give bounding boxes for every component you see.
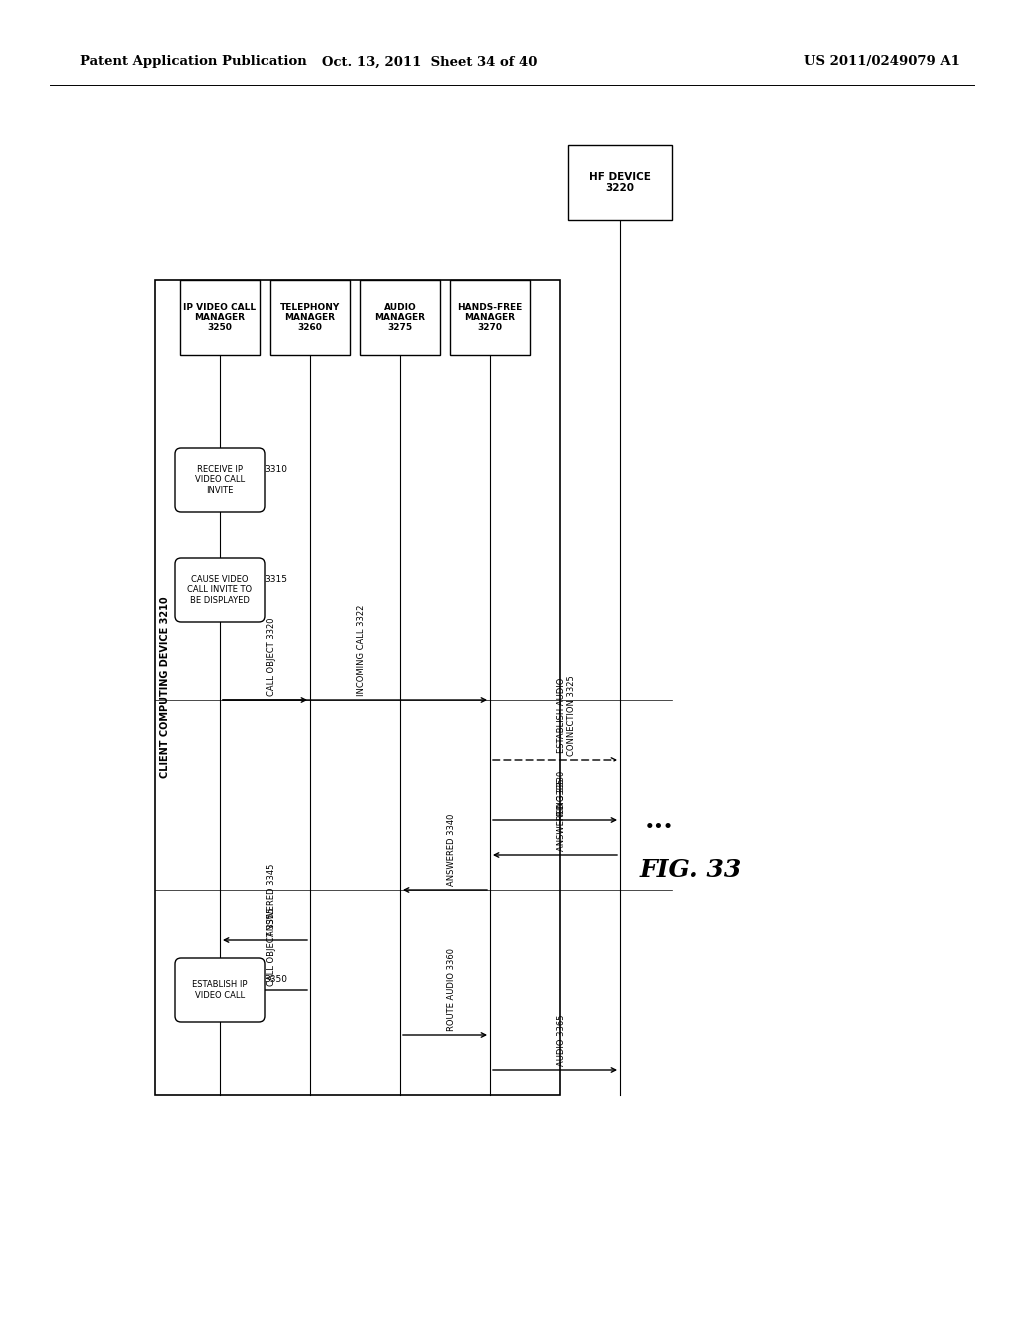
Text: 3310: 3310 bbox=[264, 466, 287, 474]
Text: IP VIDEO CALL
MANAGER
3250: IP VIDEO CALL MANAGER 3250 bbox=[183, 302, 257, 333]
Text: 3350: 3350 bbox=[264, 975, 287, 985]
Bar bbox=[568, 145, 672, 220]
Text: INCOMING CALL 3322: INCOMING CALL 3322 bbox=[357, 605, 366, 696]
Text: AUDIO 3365: AUDIO 3365 bbox=[557, 1015, 566, 1067]
Text: HANDS-FREE
MANAGER
3270: HANDS-FREE MANAGER 3270 bbox=[458, 302, 522, 333]
Text: AUDIO
MANAGER
3275: AUDIO MANAGER 3275 bbox=[375, 302, 426, 333]
FancyBboxPatch shape bbox=[175, 958, 265, 1022]
Bar bbox=[450, 280, 530, 355]
Text: TELEPHONY
MANAGER
3260: TELEPHONY MANAGER 3260 bbox=[280, 302, 340, 333]
Text: CAUSE VIDEO
CALL INVITE TO
BE DISPLAYED: CAUSE VIDEO CALL INVITE TO BE DISPLAYED bbox=[187, 576, 253, 605]
Text: Patent Application Publication: Patent Application Publication bbox=[80, 55, 307, 69]
Text: ANSWERED 3340: ANSWERED 3340 bbox=[447, 813, 456, 886]
Text: Oct. 13, 2011  Sheet 34 of 40: Oct. 13, 2011 Sheet 34 of 40 bbox=[323, 55, 538, 69]
Bar bbox=[180, 280, 260, 355]
Text: ...: ... bbox=[645, 807, 674, 833]
Text: RING 3330: RING 3330 bbox=[557, 771, 566, 816]
Bar bbox=[155, 280, 560, 1096]
Text: CALL OBJECT 3355: CALL OBJECT 3355 bbox=[267, 908, 276, 986]
Text: CALL OBJECT 3320: CALL OBJECT 3320 bbox=[267, 618, 276, 696]
FancyBboxPatch shape bbox=[175, 558, 265, 622]
Bar bbox=[360, 280, 440, 355]
Text: ESTABLISH AUDIO
CONNECTION 3325: ESTABLISH AUDIO CONNECTION 3325 bbox=[557, 676, 577, 756]
Text: ANSWERED 3335: ANSWERED 3335 bbox=[557, 779, 566, 851]
Text: FIG. 33: FIG. 33 bbox=[640, 858, 742, 882]
Text: 3315: 3315 bbox=[264, 576, 287, 585]
Text: HF DEVICE
3220: HF DEVICE 3220 bbox=[589, 172, 651, 193]
Bar bbox=[270, 280, 350, 355]
Text: ROUTE AUDIO 3360: ROUTE AUDIO 3360 bbox=[447, 948, 456, 1031]
FancyBboxPatch shape bbox=[175, 447, 265, 512]
Text: US 2011/0249079 A1: US 2011/0249079 A1 bbox=[804, 55, 961, 69]
Text: CLIENT COMPUTING DEVICE 3210: CLIENT COMPUTING DEVICE 3210 bbox=[160, 597, 170, 779]
Text: ANSWERED 3345: ANSWERED 3345 bbox=[267, 863, 276, 936]
Text: RECEIVE IP
VIDEO CALL
INVITE: RECEIVE IP VIDEO CALL INVITE bbox=[195, 465, 245, 495]
Text: ESTABLISH IP
VIDEO CALL: ESTABLISH IP VIDEO CALL bbox=[193, 981, 248, 999]
